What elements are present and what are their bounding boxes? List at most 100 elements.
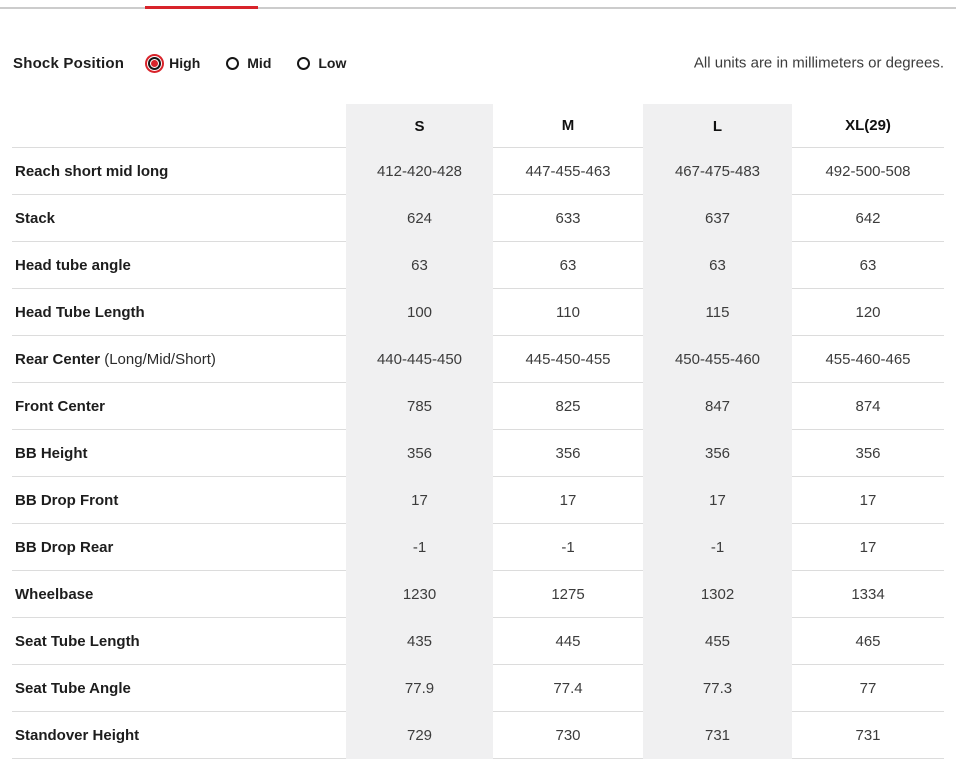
table-row: Head Tube Length 100 110 115 120 xyxy=(12,289,944,336)
geometry-value-cell: 77 xyxy=(792,665,944,712)
geometry-value-cell: 1334 xyxy=(792,571,944,618)
geometry-value-cell: -1 xyxy=(643,524,792,571)
geometry-value-cell: 77.4 xyxy=(493,665,643,712)
row-label: Head Tube Length xyxy=(12,289,346,336)
table-row: Wheelbase 1230 1275 1302 1334 xyxy=(12,571,944,618)
corner-cell xyxy=(12,104,346,148)
table-row: BB Drop Front 17 17 17 17 xyxy=(12,477,944,524)
geometry-value-cell: 637 xyxy=(643,195,792,242)
geometry-value-cell: 455-460-465 xyxy=(792,336,944,383)
column-header-s: S xyxy=(346,104,493,148)
radio-option-high[interactable]: High xyxy=(148,55,200,71)
radio-icon xyxy=(148,56,162,70)
row-label: Seat Tube Length xyxy=(12,618,346,665)
row-label: Wheelbase xyxy=(12,571,346,618)
table-row: Seat Tube Length 435 445 455 465 xyxy=(12,618,944,665)
column-header-m: M xyxy=(493,104,643,148)
row-label: Rear Center (Long/Mid/Short) xyxy=(12,336,346,383)
geometry-value-cell: 356 xyxy=(346,430,493,477)
shock-position-radio-group: High Mid Low xyxy=(148,55,346,71)
geometry-value-cell: 17 xyxy=(346,477,493,524)
geometry-value-cell: 465 xyxy=(792,618,944,665)
geometry-value-cell: 730 xyxy=(493,712,643,759)
geometry-value-cell: 110 xyxy=(493,289,643,336)
geometry-value-cell: 17 xyxy=(493,477,643,524)
row-label: Front Center xyxy=(12,383,346,430)
geometry-value-cell: 17 xyxy=(643,477,792,524)
geometry-value-cell: 440-445-450 xyxy=(346,336,493,383)
geometry-value-cell: 63 xyxy=(493,242,643,289)
shock-position-controls: Shock Position High Mid Low All units are … xyxy=(13,48,944,78)
geometry-value-cell: 450-455-460 xyxy=(643,336,792,383)
radio-option-low[interactable]: Low xyxy=(297,55,346,71)
geometry-value-cell: 63 xyxy=(643,242,792,289)
geometry-value-cell: 1275 xyxy=(493,571,643,618)
geometry-table: S M L XL(29) Reach short mid long 412-420-42… xyxy=(12,104,944,759)
geometry-value-cell: 120 xyxy=(792,289,944,336)
geometry-value-cell: 447-455-463 xyxy=(493,148,643,195)
table-row: Reach short mid long 412-420-428 447-455-4… xyxy=(12,148,944,195)
shock-position-label: Shock Position xyxy=(13,54,125,72)
geometry-value-cell: 445 xyxy=(493,618,643,665)
geometry-value-cell: 1302 xyxy=(643,571,792,618)
row-label: Reach short mid long xyxy=(12,148,346,195)
geometry-value-cell: 624 xyxy=(346,195,493,242)
table-row: Stack 624 633 637 642 xyxy=(12,195,944,242)
row-label: BB Height xyxy=(12,430,346,477)
geometry-value-cell: 785 xyxy=(346,383,493,430)
geometry-value-cell: 412-420-428 xyxy=(346,148,493,195)
geometry-value-cell: 63 xyxy=(792,242,944,289)
geometry-value-cell: 729 xyxy=(346,712,493,759)
units-note: All units are in millimeters or degrees. xyxy=(693,54,944,72)
geometry-value-cell: 467-475-483 xyxy=(643,148,792,195)
table-row: Standover Height 729 730 731 731 xyxy=(12,712,944,759)
geometry-value-cell: 847 xyxy=(643,383,792,430)
table-row: BB Drop Rear -1 -1 -1 17 xyxy=(12,524,944,571)
row-label: BB Drop Front xyxy=(12,477,346,524)
geometry-value-cell: 356 xyxy=(792,430,944,477)
table-row: Seat Tube Angle 77.9 77.4 77.3 77 xyxy=(12,665,944,712)
geometry-value-cell: 825 xyxy=(493,383,643,430)
radio-icon xyxy=(226,56,240,70)
radio-option-mid[interactable]: Mid xyxy=(226,55,271,71)
geometry-value-cell: -1 xyxy=(346,524,493,571)
geometry-value-cell: 1230 xyxy=(346,571,493,618)
geometry-value-cell: 633 xyxy=(493,195,643,242)
tab-underline-track xyxy=(0,6,956,9)
geometry-value-cell: -1 xyxy=(493,524,643,571)
geometry-value-cell: 77.3 xyxy=(643,665,792,712)
row-label: Stack xyxy=(12,195,346,242)
geometry-value-cell: 77.9 xyxy=(346,665,493,712)
column-header-xl29: XL(29) xyxy=(792,104,944,148)
table-row: BB Height 356 356 356 356 xyxy=(12,430,944,477)
geometry-value-cell: 731 xyxy=(792,712,944,759)
geometry-value-cell: 115 xyxy=(643,289,792,336)
row-label: Standover Height xyxy=(12,712,346,759)
geometry-value-cell: 642 xyxy=(792,195,944,242)
geometry-value-cell: 731 xyxy=(643,712,792,759)
geometry-value-cell: 874 xyxy=(792,383,944,430)
column-header-l: L xyxy=(643,104,792,148)
geometry-value-cell: 63 xyxy=(346,242,493,289)
table-row: Front Center 785 825 847 874 xyxy=(12,383,944,430)
geometry-value-cell: 17 xyxy=(792,477,944,524)
row-label: Head tube angle xyxy=(12,242,346,289)
active-tab-indicator xyxy=(145,6,258,9)
table-row: Rear Center (Long/Mid/Short) 440-445-450 4… xyxy=(12,336,944,383)
table-row: Head tube angle 63 63 63 63 xyxy=(12,242,944,289)
radio-selected-dot-icon xyxy=(151,59,159,67)
radio-icon xyxy=(297,56,311,70)
geometry-value-cell: 492-500-508 xyxy=(792,148,944,195)
row-label: Seat Tube Angle xyxy=(12,665,346,712)
geometry-value-cell: 435 xyxy=(346,618,493,665)
geometry-value-cell: 356 xyxy=(493,430,643,477)
radio-option-label: High xyxy=(169,55,201,71)
radio-option-label: Mid xyxy=(247,55,272,71)
geometry-value-cell: 17 xyxy=(792,524,944,571)
row-label: BB Drop Rear xyxy=(12,524,346,571)
geometry-value-cell: 455 xyxy=(643,618,792,665)
geometry-value-cell: 445-450-455 xyxy=(493,336,643,383)
table-header-row: S M L XL(29) xyxy=(12,104,944,148)
geometry-value-cell: 100 xyxy=(346,289,493,336)
radio-option-label: Low xyxy=(318,55,347,71)
